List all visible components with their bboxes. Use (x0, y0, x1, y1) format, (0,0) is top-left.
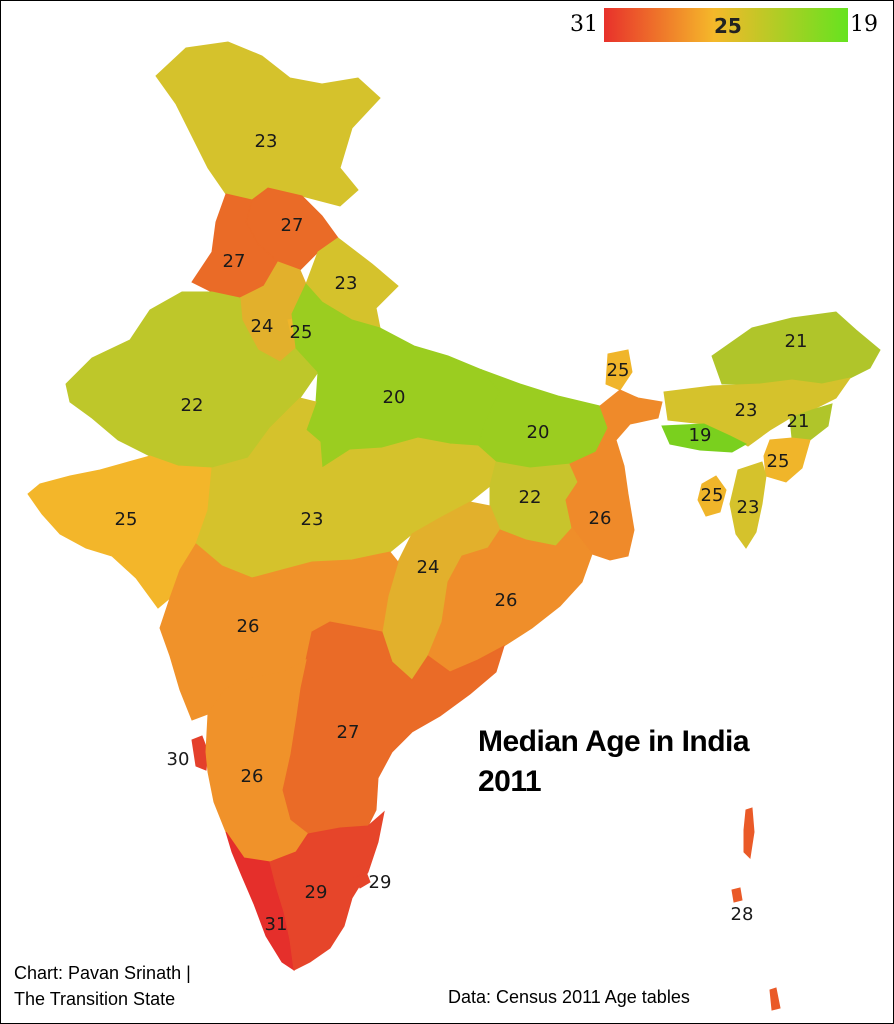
region-bihar[interactable] (477, 368, 609, 469)
label-karnataka: 26 (241, 766, 264, 787)
label-goa: 30 (167, 749, 190, 770)
label-gujarat: 25 (115, 509, 138, 530)
label-tripura: 25 (701, 485, 724, 506)
legend-max-value: 31 (570, 12, 598, 37)
chart-credit: Chart: Pavan Srinath | The Transition St… (14, 960, 191, 1012)
label-jharkhand: 22 (519, 487, 542, 508)
label-chhattisgarh: 24 (417, 557, 440, 578)
region-puducherry[interactable] (353, 871, 371, 889)
label-delhi: 25 (290, 322, 313, 343)
credit-line-1: Chart: Pavan Srinath | (14, 963, 191, 983)
region-tamil-nadu[interactable] (269, 810, 385, 971)
region-jammu-kashmir[interactable] (155, 41, 381, 207)
legend-mid-value: 25 (714, 14, 742, 38)
label-manipur: 25 (767, 451, 790, 472)
credit-line-2: The Transition State (14, 989, 176, 1009)
label-odisha: 26 (495, 590, 518, 611)
label-punjab: 27 (223, 251, 246, 272)
label-maharashtra: 26 (237, 616, 260, 637)
label-bihar: 20 (527, 422, 550, 443)
title-line-1: Median Age in India (478, 725, 750, 758)
label-puducherry: 29 (369, 872, 392, 893)
color-scale-legend: 31 25 19 (570, 6, 880, 42)
label-uttar-pradesh: 20 (383, 387, 406, 408)
label-meghalaya: 19 (689, 425, 712, 446)
legend-min-value: 19 (850, 12, 878, 37)
label-west-bengal: 26 (589, 508, 612, 529)
label-haryana: 24 (251, 316, 274, 337)
region-mizoram[interactable] (729, 461, 767, 549)
label-himachal-pradesh: 27 (281, 215, 304, 236)
region-tripura[interactable] (697, 475, 727, 517)
region-west-bengal[interactable] (565, 389, 663, 561)
map-title: Median Age in India 2011 (478, 722, 750, 802)
legend-gradient-bar (604, 8, 848, 42)
label-kerala: 31 (265, 914, 288, 935)
region-manipur[interactable] (763, 437, 811, 483)
region-andaman-nicobar[interactable] (731, 807, 781, 1011)
label-madhya-pradesh: 23 (301, 509, 324, 530)
region-uttar-pradesh[interactable] (291, 283, 501, 469)
data-source: Data: Census 2011 Age tables (448, 987, 690, 1007)
label-jammu-kashmir: 23 (255, 131, 278, 152)
label-tamil-nadu: 29 (305, 882, 328, 903)
label-arunachal-pradesh: 21 (785, 331, 808, 352)
label-uttarakhand: 23 (335, 273, 358, 294)
title-line-2: 2011 (478, 765, 542, 798)
label-rajasthan: 22 (181, 395, 204, 416)
label-nagaland: 21 (787, 411, 810, 432)
label-assam: 23 (735, 400, 758, 421)
label-sikkim: 25 (607, 360, 630, 381)
label-andhra-pradesh: 27 (337, 722, 360, 743)
label-andaman-nicobar: 28 (731, 904, 754, 925)
region-meghalaya[interactable] (661, 423, 748, 453)
label-mizoram: 23 (737, 497, 760, 518)
region-sikkim[interactable] (605, 349, 633, 391)
